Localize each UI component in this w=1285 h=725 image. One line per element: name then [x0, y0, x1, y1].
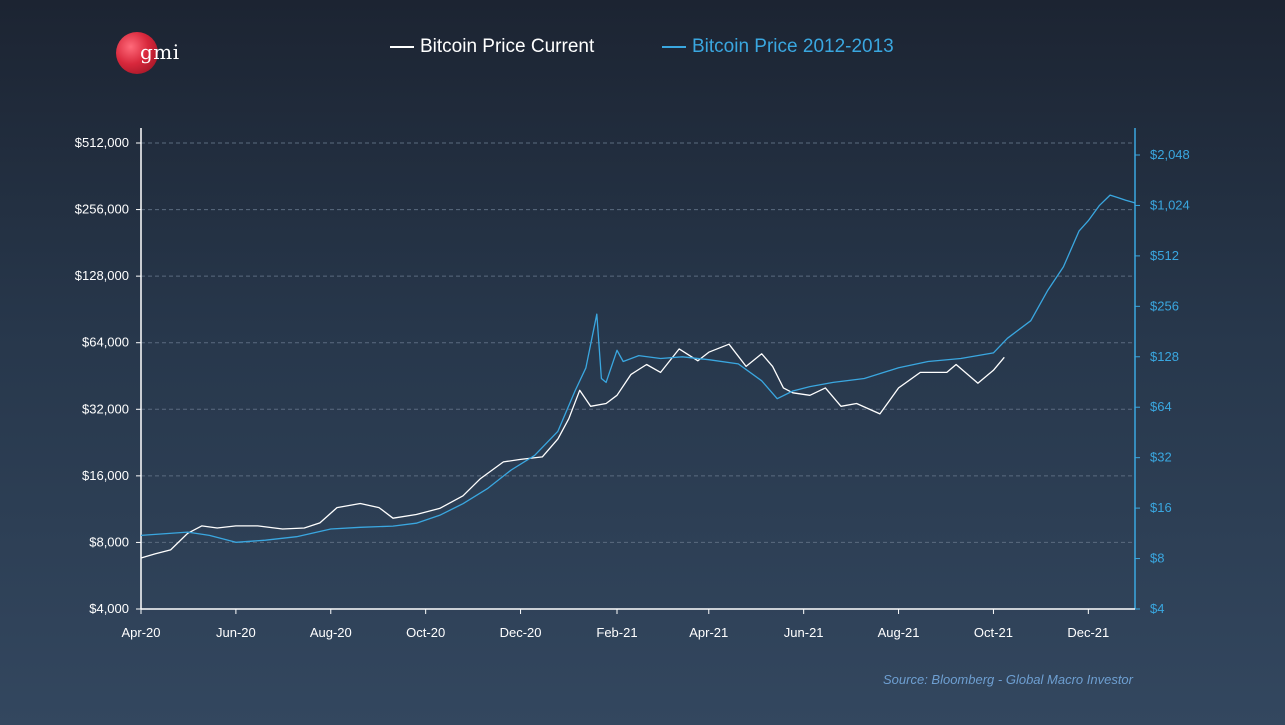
- x-tick-label: Jun-21: [784, 625, 824, 640]
- y-right-tick-label: $32: [1150, 450, 1172, 465]
- x-tick-label: Aug-20: [310, 625, 352, 640]
- y-left-tick-label: $16,000: [82, 468, 129, 483]
- y-right-tick-label: $256: [1150, 298, 1179, 313]
- y-left-tick-label: $8,000: [89, 534, 129, 549]
- y-left-tick-label: $64,000: [82, 335, 129, 350]
- y-right-tick-label: $16: [1150, 500, 1172, 515]
- legend-item-historical: Bitcoin Price 2012-2013: [662, 36, 894, 58]
- y-left-tick-label: $32,000: [82, 401, 129, 416]
- y-right-tick-label: $2,048: [1150, 147, 1190, 162]
- y-right-tick-label: $64: [1150, 399, 1172, 414]
- y-left-tick-label: $128,000: [75, 268, 129, 283]
- x-tick-label: Jun-20: [216, 625, 256, 640]
- series-line-historical: [140, 194, 1136, 543]
- logo-text: gmi: [140, 40, 180, 64]
- y-left-tick-label: $256,000: [75, 202, 129, 217]
- x-tick-label: Aug-21: [878, 625, 920, 640]
- logo-globe-icon: [116, 32, 158, 74]
- source-note: Source: Bloomberg - Global Macro Investo…: [883, 672, 1133, 687]
- x-tick-label: Dec-21: [1067, 625, 1109, 640]
- x-tick-label: Feb-21: [596, 625, 637, 640]
- x-tick-label: Oct-21: [974, 625, 1013, 640]
- y-left-tick-label: $4,000: [89, 601, 129, 616]
- y-right-tick-label: $8: [1150, 551, 1164, 566]
- x-tick-label: Oct-20: [406, 625, 445, 640]
- x-tick-label: Apr-21: [689, 625, 728, 640]
- legend-swatch-historical: [662, 45, 686, 48]
- legend-label-historical: Bitcoin Price 2012-2013: [692, 36, 894, 57]
- y-right-tick-label: $1,024: [1150, 197, 1190, 212]
- y-right-tick-label: $128: [1150, 349, 1179, 364]
- series-line-current: [140, 343, 1005, 559]
- gmi-logo: gmi: [112, 30, 192, 75]
- legend-swatch-current: [390, 45, 414, 48]
- y-right-tick-label: $4: [1150, 601, 1164, 616]
- legend-label-current: Bitcoin Price Current: [420, 36, 595, 57]
- x-tick-label: Dec-20: [500, 625, 542, 640]
- legend-item-current: Bitcoin Price Current: [390, 36, 594, 58]
- y-left-tick-label: $512,000: [75, 135, 129, 150]
- x-tick-label: Apr-20: [121, 625, 160, 640]
- y-right-tick-label: $512: [1150, 248, 1179, 263]
